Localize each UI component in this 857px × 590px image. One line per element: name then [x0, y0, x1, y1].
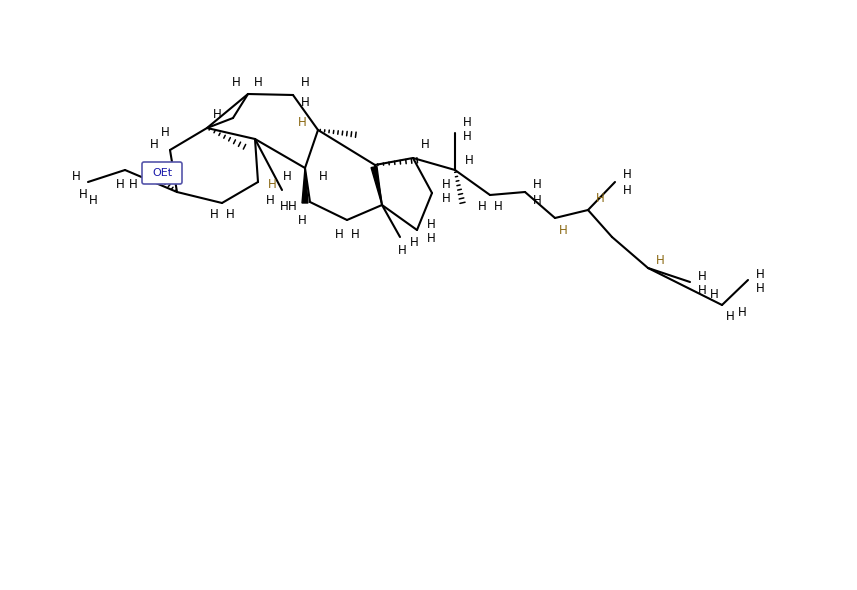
Text: H: H	[738, 306, 746, 320]
Text: H: H	[334, 228, 344, 241]
Text: H: H	[441, 192, 451, 205]
Text: H: H	[559, 224, 567, 237]
Text: H: H	[464, 153, 473, 166]
Text: H: H	[297, 116, 306, 129]
Text: H: H	[88, 194, 98, 206]
Text: H: H	[441, 179, 451, 192]
Text: H: H	[297, 214, 306, 227]
Text: H: H	[726, 310, 734, 323]
Text: H: H	[225, 208, 234, 221]
Text: H: H	[254, 76, 262, 88]
Text: H: H	[266, 194, 274, 206]
Text: H: H	[213, 107, 221, 120]
Polygon shape	[302, 168, 308, 203]
FancyBboxPatch shape	[142, 162, 182, 184]
Text: H: H	[698, 284, 706, 297]
Text: H: H	[351, 228, 359, 241]
Text: H: H	[160, 126, 170, 139]
Text: H: H	[129, 178, 137, 191]
Text: H: H	[477, 201, 487, 214]
Polygon shape	[371, 166, 382, 205]
Text: H: H	[698, 270, 706, 284]
Text: H: H	[301, 97, 309, 110]
Text: H: H	[421, 137, 429, 150]
Text: H: H	[116, 178, 124, 191]
Text: H: H	[656, 254, 664, 267]
Text: H: H	[79, 188, 87, 201]
Text: H: H	[463, 129, 471, 143]
Text: H: H	[231, 76, 240, 88]
Text: H: H	[710, 287, 718, 300]
Text: OEt: OEt	[152, 168, 172, 178]
Text: H: H	[623, 168, 632, 181]
Text: H: H	[410, 235, 418, 248]
Text: H: H	[532, 194, 542, 206]
Text: H: H	[72, 171, 81, 183]
Text: H: H	[463, 116, 471, 129]
Text: H: H	[267, 178, 276, 191]
Text: H: H	[288, 201, 297, 214]
Text: H: H	[150, 139, 159, 152]
Text: H: H	[596, 192, 604, 205]
Text: H: H	[210, 208, 219, 221]
Text: H: H	[283, 169, 291, 182]
Text: H: H	[756, 268, 764, 281]
Text: H: H	[398, 244, 406, 257]
Text: H: H	[494, 201, 502, 214]
Text: H: H	[301, 77, 309, 90]
Text: H: H	[279, 199, 288, 212]
Text: H: H	[427, 218, 435, 231]
Text: H: H	[623, 183, 632, 196]
Text: H: H	[427, 231, 435, 244]
Text: H: H	[319, 169, 327, 182]
Text: H: H	[532, 178, 542, 191]
Text: H: H	[756, 281, 764, 294]
